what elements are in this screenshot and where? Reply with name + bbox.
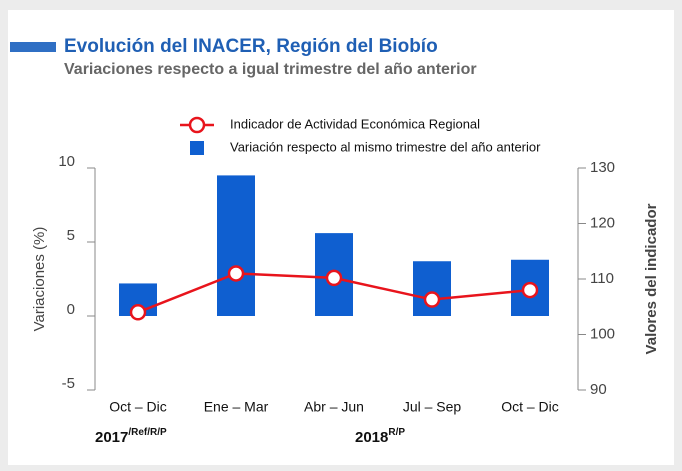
y2-tick-label: 130 bbox=[590, 159, 615, 176]
x-tick-label: Jul – Sep bbox=[403, 399, 462, 415]
legend-label: Variación respecto al mismo trimestre de… bbox=[230, 139, 541, 154]
x-tick-label: Ene – Mar bbox=[204, 399, 269, 415]
chart-subtitle: Variaciones respecto a igual trimestre d… bbox=[64, 61, 477, 78]
line-point bbox=[521, 281, 539, 299]
y2-tick-label: 120 bbox=[590, 214, 615, 231]
x-tick-label: Oct – Dic bbox=[109, 399, 167, 415]
line-point bbox=[423, 291, 441, 308]
chart-title: Evolución del INACER, Región del Biobío bbox=[64, 36, 438, 57]
y-tick-label: 0 bbox=[67, 301, 75, 318]
y-axis-label: Variaciones (%) bbox=[31, 227, 48, 332]
year-suffix: /Ref/R/P bbox=[128, 427, 167, 438]
x-tick-label: Oct – Dic bbox=[501, 399, 559, 415]
x-tick-label: Abr – Jun bbox=[304, 399, 364, 415]
y-tick-label: 5 bbox=[67, 227, 75, 244]
title-icon bbox=[10, 42, 56, 52]
y2-tick-label: 90 bbox=[590, 381, 607, 398]
y2-tick-label: 100 bbox=[590, 325, 615, 342]
legend-label: Indicador de Actividad Económica Regiona… bbox=[230, 116, 480, 131]
y2-axis-label: Valores del indicador bbox=[643, 203, 660, 354]
year: 2017 bbox=[95, 429, 128, 446]
year-label: 2018R/P bbox=[355, 427, 405, 446]
year-suffix: R/P bbox=[388, 427, 405, 438]
bar bbox=[413, 261, 451, 316]
y-tick-label: 10 bbox=[58, 153, 75, 170]
line-point bbox=[129, 304, 147, 321]
y2-tick-label: 110 bbox=[590, 270, 614, 287]
year: 2018 bbox=[355, 429, 388, 446]
line-point bbox=[325, 269, 343, 287]
line-point bbox=[227, 265, 245, 282]
bar bbox=[217, 175, 255, 316]
legend-marker bbox=[188, 116, 206, 134]
legend-swatch bbox=[190, 141, 204, 155]
year-label: 2017/Ref/R/P bbox=[95, 427, 167, 446]
y-tick-label: -5 bbox=[62, 375, 75, 392]
